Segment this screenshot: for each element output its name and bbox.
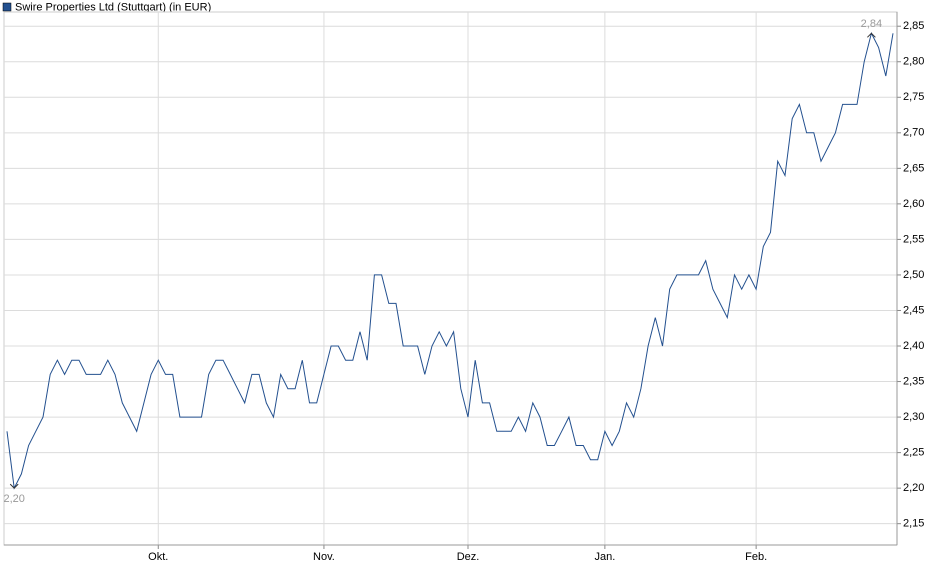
x-tick-label: Jan. xyxy=(594,551,615,563)
x-tick-label: Nov. xyxy=(313,551,335,563)
y-tick-label: 2,70 xyxy=(903,127,924,139)
legend-swatch xyxy=(2,2,12,12)
extreme-marker xyxy=(9,483,19,489)
y-tick-label: 2,15 xyxy=(903,518,924,530)
y-tick-label: 2,20 xyxy=(903,482,924,494)
y-tick-label: 2,50 xyxy=(903,269,924,281)
plot-area xyxy=(3,11,898,546)
y-tick-label: 2,75 xyxy=(903,91,924,103)
y-tick-label: 2,60 xyxy=(903,198,924,210)
y-tick-label: 2,65 xyxy=(903,162,924,174)
y-tick-label: 2,40 xyxy=(903,340,924,352)
price-line xyxy=(6,31,894,490)
legend-label: Swire Properties Ltd (Stuttgart) (in EUR… xyxy=(15,1,211,13)
y-tick-label: 2,35 xyxy=(903,375,924,387)
y-tick-label: 2,30 xyxy=(903,411,924,423)
x-tick-label: Okt. xyxy=(148,551,168,563)
y-tick-label: 2,80 xyxy=(903,56,924,68)
y-tick-label: 2,45 xyxy=(903,304,924,316)
x-tick-label: Dez. xyxy=(457,551,480,563)
y-tick-label: 2,55 xyxy=(903,233,924,245)
annotation: 2,84 xyxy=(861,18,882,30)
y-tick-label: 2,25 xyxy=(903,447,924,459)
x-tick-label: Feb. xyxy=(745,551,767,563)
annotation: 2,20 xyxy=(3,493,24,505)
extreme-marker xyxy=(867,32,876,38)
y-tick-label: 2,85 xyxy=(903,20,924,32)
